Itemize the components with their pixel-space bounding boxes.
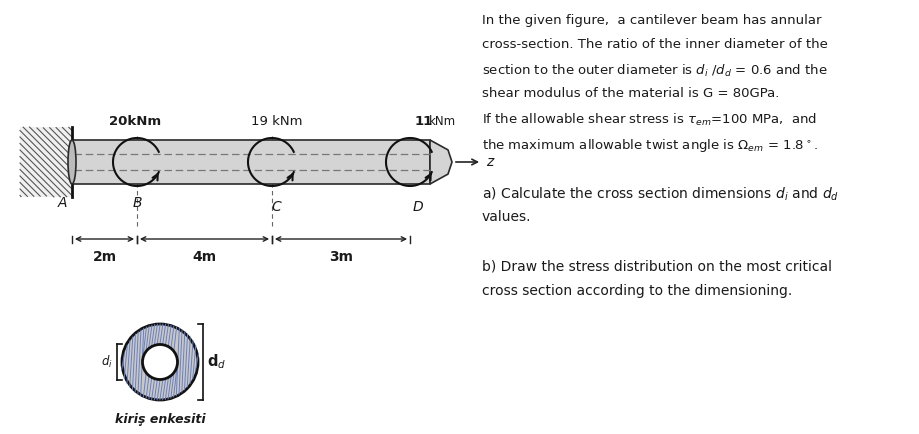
Polygon shape [430,140,452,184]
Text: a) Calculate the cross section dimensions $d_i$ and $d_d$: a) Calculate the cross section dimension… [482,185,839,203]
Text: 4m: 4m [192,250,217,264]
Text: values.: values. [482,210,531,224]
Text: d$_d$: d$_d$ [207,353,226,372]
Text: d$_i$: d$_i$ [101,354,113,370]
Text: A: A [57,196,67,210]
Text: B: B [132,196,142,210]
Text: In the given figure,  a cantilever beam has annular: In the given figure, a cantilever beam h… [482,14,822,27]
Text: z: z [486,155,494,169]
Text: shear modulus of the material is G = 80GPa.: shear modulus of the material is G = 80G… [482,88,779,101]
Text: 20kNm: 20kNm [109,115,161,128]
Text: 19 kNm: 19 kNm [251,115,302,128]
Text: cross section according to the dimensioning.: cross section according to the dimension… [482,283,792,297]
Text: kiriş enkesiti: kiriş enkesiti [115,413,205,426]
Circle shape [122,324,198,400]
Text: b) Draw the stress distribution on the most critical: b) Draw the stress distribution on the m… [482,259,832,273]
Text: C: C [271,200,281,214]
Text: 11: 11 [415,115,433,128]
Text: If the allowable shear stress is $\tau_{em}$=100 MPa,  and: If the allowable shear stress is $\tau_{… [482,112,817,128]
Text: the maximum allowable twist angle is $\Omega_{em}$ = 1.8$^\circ$.: the maximum allowable twist angle is $\O… [482,137,818,154]
Text: 2m: 2m [93,250,117,264]
Bar [20,127,72,197]
Text: kNm: kNm [429,115,456,128]
Text: cross-section. The ratio of the inner diameter of the: cross-section. The ratio of the inner di… [482,39,828,52]
Bar [72,140,430,184]
Ellipse shape [68,140,76,184]
Text: section to the outer diameter is $d_i$ /$d_d$ = 0.6 and the: section to the outer diameter is $d_i$ /… [482,63,828,79]
Circle shape [142,345,177,379]
Text: 3m: 3m [329,250,353,264]
Text: D: D [413,200,424,214]
